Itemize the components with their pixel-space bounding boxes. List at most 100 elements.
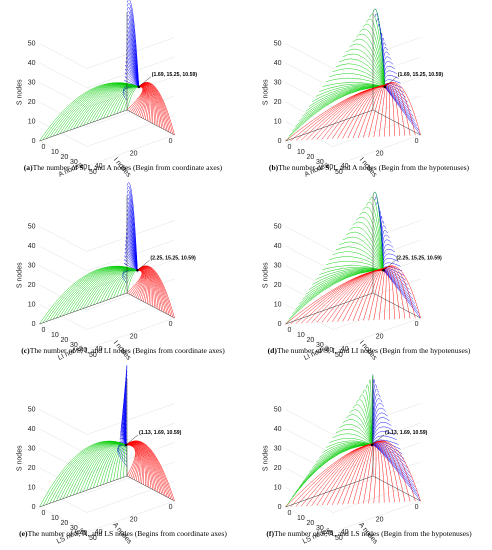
trajectory-line — [349, 226, 384, 271]
annotation-leader — [137, 260, 150, 271]
z-tick-label: 20 — [28, 99, 36, 106]
trajectory-line — [371, 441, 400, 502]
panel-caption: (d)The number of S, I, and LI nodes (Beg… — [246, 346, 492, 355]
trajectory-line — [357, 268, 384, 321]
trajectory-line — [99, 85, 139, 120]
z-tick-label: 10 — [28, 119, 36, 126]
grid-line — [39, 101, 88, 128]
trajectory-line — [292, 86, 385, 132]
trajectory-line — [290, 444, 373, 507]
grid-line — [86, 500, 175, 533]
y-tick-label: 50 — [89, 169, 97, 176]
trajectory-line — [357, 85, 386, 138]
z-tick-label: 10 — [274, 485, 282, 492]
y-tick-label: 20 — [61, 154, 69, 161]
trajectory-line — [322, 82, 385, 88]
trajectory-line — [366, 18, 386, 87]
panel-d: 0 10 20 30 40 50 0 20 40 0 10 20 30 40 50 S nodes I node… — [246, 183, 492, 366]
x-tick-label: 40 — [341, 529, 349, 536]
x-axis-line — [39, 292, 128, 325]
panel-caption: (e)The number of S, A, and LS nodes (Beg… — [0, 529, 246, 538]
equilibrium-label: (1.13, 1.69, 10.59) — [385, 430, 428, 436]
grid-line — [86, 115, 175, 147]
trajectory-line — [125, 443, 146, 486]
trajectory-line — [337, 443, 373, 505]
grid-line — [285, 428, 334, 455]
annotation-leader — [138, 76, 151, 87]
trajectory-line — [126, 22, 140, 87]
panel-caption-text: The number of S, A, and LS nodes (Begins… — [27, 529, 227, 538]
trajectory-group — [285, 374, 421, 508]
grid-line — [86, 134, 175, 167]
grid-line — [39, 121, 88, 147]
grid-line — [332, 461, 421, 494]
grid-line — [332, 317, 421, 350]
x-tick-label: 0 — [169, 138, 173, 145]
grid-line — [285, 245, 334, 272]
trajectory-line — [125, 444, 141, 482]
y-axis-line — [372, 109, 421, 136]
grid-line — [285, 467, 334, 494]
grid-line — [39, 304, 88, 330]
z-axis-label: S nodes — [263, 79, 270, 105]
z-tick-label: 40 — [28, 60, 36, 67]
y-tick-label: 50 — [335, 535, 343, 542]
trajectory-line — [347, 268, 384, 322]
trajectory-line — [106, 444, 127, 484]
z-tick-label: 30 — [28, 263, 36, 270]
grid-line — [285, 121, 334, 147]
trajectory-line — [315, 84, 385, 97]
z-tick-label: 0 — [278, 321, 282, 328]
trajectory-line — [126, 49, 140, 87]
x-tick-label: 0 — [169, 504, 173, 511]
z-tick-label: 10 — [28, 302, 36, 309]
trajectory-line — [125, 244, 138, 271]
trajectory-line — [352, 404, 373, 445]
trajectory-line — [384, 86, 421, 136]
grid-line — [332, 481, 421, 513]
x-tick-label: 0 — [415, 321, 419, 328]
trajectory-line — [316, 269, 384, 323]
grid-line — [332, 220, 421, 252]
trajectory-line — [125, 57, 140, 87]
z-tick-label: 0 — [278, 138, 282, 145]
axis-lines — [285, 195, 421, 325]
annotation-leader — [384, 76, 397, 87]
axes-box — [285, 220, 421, 350]
grid-line — [285, 82, 334, 108]
trajectory-line — [372, 191, 384, 271]
panel-letter: (f) — [266, 529, 274, 538]
z-tick-label: 10 — [274, 119, 282, 126]
trajectory-line — [319, 83, 385, 92]
x-tick-label: 20 — [376, 516, 384, 523]
x-tick-label: 20 — [130, 333, 138, 340]
trajectory-line — [288, 444, 373, 503]
grid-line — [86, 37, 175, 69]
grid-line — [86, 239, 175, 272]
trajectory-line — [56, 83, 139, 136]
grid-line — [285, 226, 334, 252]
y-tick-label: 30 — [70, 525, 78, 532]
trajectory-line — [138, 85, 150, 121]
trajectory-line — [325, 260, 384, 271]
y-tick-label: 40 — [326, 347, 334, 354]
z-tick-label: 40 — [274, 243, 282, 250]
y-tick-label: 10 — [51, 149, 59, 156]
trajectory-line — [349, 43, 386, 87]
z-tick-label: 50 — [28, 41, 36, 48]
equilibrium-label: (2.25, 15.25, 10.59) — [150, 255, 196, 261]
axis-lines — [39, 12, 175, 142]
z-tick-label: 40 — [28, 243, 36, 250]
x-tick-label: 20 — [130, 150, 138, 157]
trajectory-line — [322, 265, 384, 271]
grid-line — [39, 43, 88, 69]
trajectory-line — [366, 201, 384, 271]
trajectory-line — [339, 58, 385, 87]
trajectory-line — [332, 251, 384, 271]
grid-line — [285, 409, 334, 435]
z-axis-label: S nodes — [263, 262, 270, 288]
axis-lines — [39, 378, 175, 508]
z-axis-label: S nodes — [17, 445, 24, 471]
panel-letter: (d) — [267, 346, 277, 355]
trajectory-line — [335, 428, 373, 446]
